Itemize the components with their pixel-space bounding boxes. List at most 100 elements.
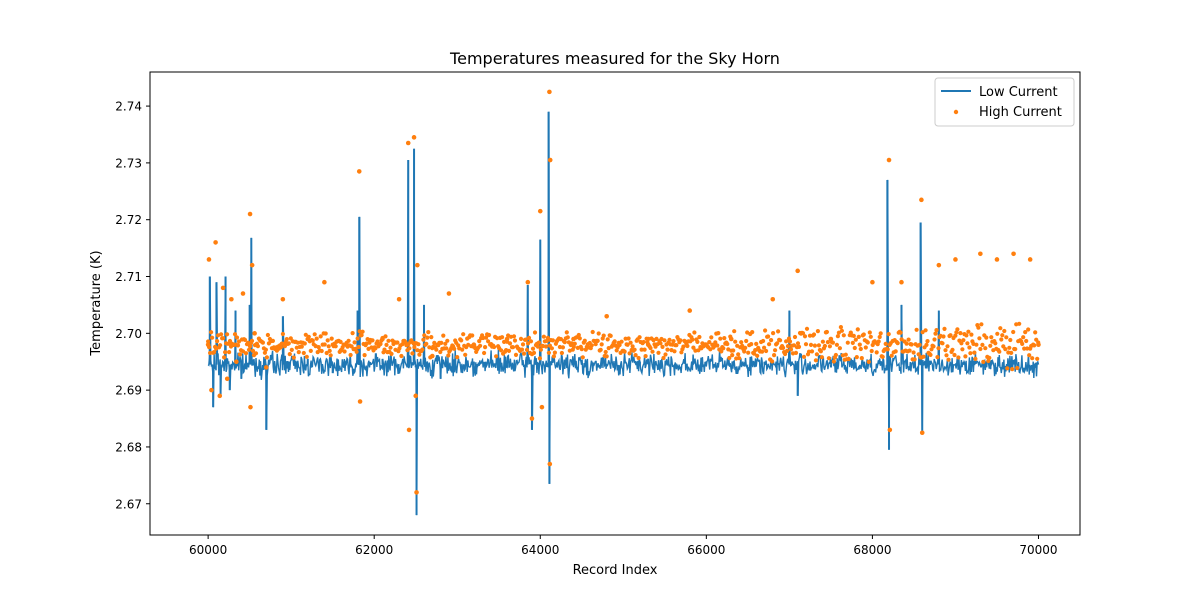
high-current-point (956, 355, 961, 360)
high-current-point (934, 328, 939, 333)
high-current-point (424, 341, 429, 346)
high-current-point (715, 343, 720, 348)
high-current-point (622, 349, 627, 354)
high-current-point (983, 346, 988, 351)
high-current-point (740, 343, 745, 348)
high-current-point (928, 352, 933, 357)
high-current-point (452, 346, 457, 351)
high-current-point (819, 355, 825, 360)
high-current-point (978, 251, 983, 257)
high-current-point (713, 340, 718, 345)
high-current-point (477, 339, 482, 344)
high-current-point (973, 356, 978, 361)
high-current-point (850, 340, 855, 345)
high-current-point (643, 354, 648, 359)
high-current-point (324, 350, 329, 356)
high-current-point (338, 339, 343, 344)
high-current-point (762, 345, 767, 350)
high-current-point (240, 349, 246, 354)
x-tick-label: 70000 (1019, 543, 1057, 557)
high-current-point (412, 345, 417, 350)
high-current-point (492, 344, 497, 350)
high-current-point (731, 348, 736, 353)
high-current-point (414, 490, 419, 495)
high-current-point (325, 338, 330, 343)
chart-title: Temperatures measured for the Sky Horn (449, 49, 780, 68)
high-current-point (560, 345, 566, 350)
high-current-point (521, 351, 527, 356)
high-current-point (589, 343, 594, 348)
series-line-low-current (207, 111, 1040, 516)
high-current-point (342, 349, 347, 354)
high-current-point (645, 342, 651, 347)
high-current-point (243, 351, 249, 356)
high-current-point (595, 338, 600, 343)
high-current-point (441, 333, 446, 338)
high-current-point (1008, 337, 1013, 343)
high-current-point (213, 240, 218, 245)
high-current-point (770, 296, 776, 302)
high-current-point (830, 340, 836, 345)
high-current-point (246, 347, 252, 352)
high-current-point (874, 350, 879, 355)
high-current-point (253, 351, 259, 356)
high-current-point (510, 345, 516, 350)
high-current-point (833, 352, 839, 358)
high-current-point (484, 335, 489, 340)
high-current-point (1024, 338, 1029, 344)
high-current-point (907, 348, 912, 353)
high-current-point (209, 330, 214, 335)
high-current-point (528, 339, 534, 344)
high-current-point (672, 349, 677, 354)
high-current-point (236, 339, 242, 344)
high-current-point (545, 335, 551, 340)
high-current-point (776, 329, 781, 334)
high-current-point (227, 350, 232, 355)
high-current-point (218, 343, 223, 348)
high-current-point (911, 350, 916, 355)
high-current-point (827, 344, 833, 349)
high-current-point (660, 344, 665, 349)
high-current-point (958, 331, 963, 336)
high-current-point (839, 328, 845, 333)
y-axis: 2.67 2.68 2.69 2.70 2.71 2.72 2.73 2.74 (115, 100, 150, 511)
high-current-point (733, 339, 738, 344)
high-current-point (895, 341, 900, 346)
high-current-point (359, 333, 364, 338)
high-current-point (416, 342, 421, 347)
high-current-point (987, 355, 992, 360)
high-current-point (837, 346, 843, 351)
high-current-point (305, 336, 311, 342)
high-current-point (796, 344, 802, 349)
high-current-point (280, 331, 285, 337)
high-current-point (327, 348, 332, 353)
high-current-point (917, 342, 922, 347)
high-current-point (692, 330, 697, 335)
high-current-point (654, 336, 659, 341)
high-current-point (945, 344, 950, 349)
high-current-point (232, 332, 238, 337)
high-current-point (471, 342, 477, 347)
high-current-point (787, 339, 793, 344)
high-current-point (1035, 356, 1040, 361)
high-current-point (863, 345, 868, 350)
high-current-point (636, 355, 641, 361)
high-current-point (678, 338, 683, 343)
high-current-point (1023, 330, 1028, 335)
high-current-point (370, 338, 375, 343)
high-current-point (538, 347, 544, 352)
high-current-point (843, 352, 848, 357)
high-current-point (386, 338, 391, 343)
high-current-point (530, 346, 536, 351)
high-current-point (252, 331, 257, 336)
high-current-point (220, 285, 226, 291)
high-current-point (302, 341, 307, 346)
high-current-point (899, 279, 904, 285)
high-current-point (547, 89, 552, 95)
high-current-point (650, 349, 655, 354)
high-current-point (286, 341, 291, 346)
x-tick-label: 68000 (853, 543, 891, 557)
high-current-point (322, 279, 327, 285)
high-current-point (813, 358, 819, 363)
high-current-point (434, 347, 439, 352)
